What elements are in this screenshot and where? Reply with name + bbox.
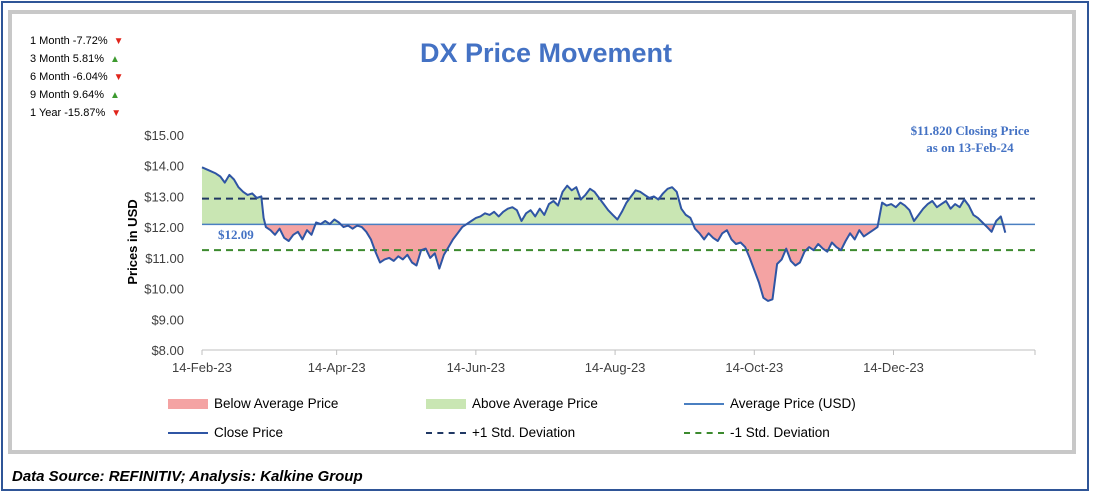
chart-panel	[8, 10, 1076, 454]
down-arrow-icon: ▼	[113, 35, 124, 47]
below-average-area	[340, 224, 467, 269]
performance-label: 3 Month 5.81%	[30, 53, 104, 65]
above-average-area	[878, 199, 985, 225]
x-tick-label: 14-Aug-23	[585, 360, 646, 375]
closing-price-line2: as on 13-Feb-24	[926, 140, 1014, 155]
down-arrow-icon: ▼	[113, 71, 124, 83]
y-tick-label: $14.00	[144, 159, 184, 174]
legend-label-average: Average Price (USD)	[730, 396, 856, 411]
above-average-area	[202, 167, 266, 225]
legend-line-plus-std	[426, 431, 466, 434]
legend-label-below: Below Average Price	[214, 396, 339, 411]
legend-label-close: Close Price	[214, 425, 284, 440]
legend-line-minus-std	[684, 431, 724, 434]
x-tick-label: 14-Apr-23	[308, 360, 366, 375]
y-tick-label: $9.00	[151, 312, 184, 327]
performance-3-month: 3 Month 5.81% ▲	[30, 50, 124, 68]
above-average-area	[466, 185, 694, 225]
y-tick-label: $12.00	[144, 220, 184, 235]
performance-label: 9 Month 9.64%	[30, 89, 104, 101]
legend-swatch-below	[168, 398, 208, 409]
x-tick-label: 14-Feb-23	[172, 360, 232, 375]
x-tick-label: 14-Jun-23	[447, 360, 506, 375]
performance-1-month: 1 Month -7.72% ▼	[30, 32, 124, 50]
y-tick-label: $8.00	[151, 343, 184, 358]
legend-line-average	[684, 402, 724, 405]
performance-9-month: 9 Month 9.64% ▲	[30, 86, 124, 104]
legend-label-above: Above Average Price	[472, 396, 598, 411]
performance-label: 1 Month -7.72%	[30, 35, 108, 47]
chart-title: DX Price Movement	[419, 38, 673, 68]
data-source-footer: Data Source: REFINITIV; Analysis: Kalkin…	[12, 468, 363, 485]
legend-below-average: Below Average Price	[168, 396, 338, 411]
up-arrow-icon: ▲	[110, 53, 120, 65]
average-value-label: $12.09	[218, 227, 254, 242]
y-tick-label: $10.00	[144, 282, 184, 297]
performance-list: 1 Month -7.72% ▼ 3 Month 5.81% ▲ 6 Month…	[30, 32, 124, 122]
y-axis-title: Prices in USD	[125, 199, 140, 284]
performance-label: 1 Year -15.87%	[30, 107, 106, 119]
below-average-area	[693, 224, 878, 301]
legend-label-minus-std: -1 Std. Deviation	[730, 425, 830, 440]
x-tick-label: 14-Dec-23	[863, 360, 924, 375]
close-price-line	[201, 166, 1007, 302]
legend-line-close	[168, 431, 208, 434]
down-arrow-icon: ▼	[111, 107, 122, 119]
legend-label-plus-std: +1 Std. Deviation	[472, 425, 576, 440]
legend-above-average: Above Average Price	[426, 396, 598, 411]
legend-average-price: Average Price (USD)	[684, 396, 856, 411]
x-tick-label: 14-Oct-23	[725, 360, 783, 375]
legend-close-price: Close Price	[168, 425, 283, 440]
performance-label: 6 Month -6.04%	[30, 71, 108, 83]
up-arrow-icon: ▲	[110, 89, 120, 101]
closing-price-annotation: $11.820 Closing Price as on 13-Feb-24	[880, 122, 1060, 156]
legend-plus-std: +1 Std. Deviation	[426, 425, 575, 440]
y-tick-label: $11.00	[145, 251, 184, 266]
closing-price-line1: $11.820 Closing Price	[910, 123, 1030, 138]
y-tick-label: $15.00	[144, 128, 184, 143]
y-tick-label: $13.00	[144, 189, 184, 204]
legend-swatch-above	[426, 398, 466, 409]
legend-minus-std: -1 Std. Deviation	[684, 425, 830, 440]
performance-6-month: 6 Month -6.04% ▼	[30, 68, 124, 86]
performance-1-year: 1 Year -15.87% ▼	[30, 104, 124, 122]
